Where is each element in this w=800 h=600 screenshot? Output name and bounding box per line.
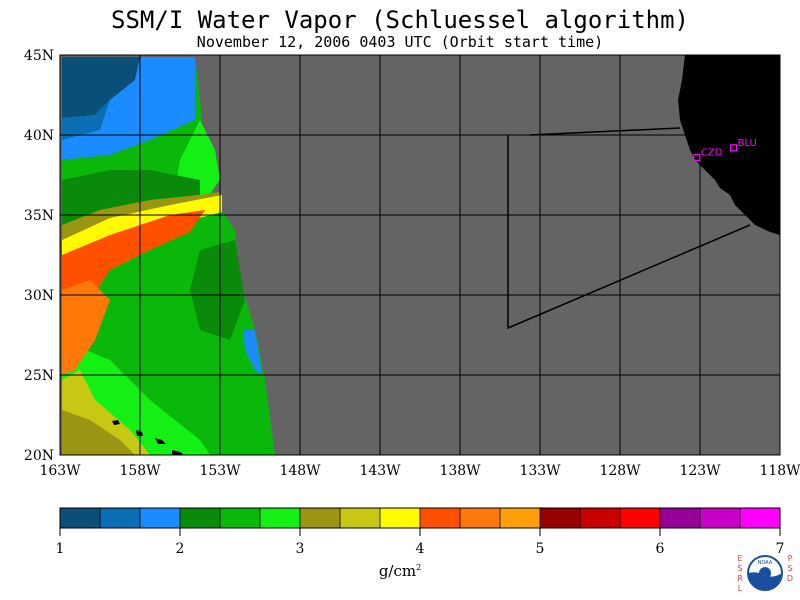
latitude-label: 25N xyxy=(24,368,54,384)
colorbar-swatch xyxy=(540,508,581,528)
swath-band-blue-east xyxy=(243,330,262,375)
noaa-emblem-bird xyxy=(759,567,771,579)
swath-boundary-line xyxy=(507,135,751,330)
station-marker xyxy=(693,153,701,161)
colorbar-swatch xyxy=(620,508,661,528)
noaa-emblem-wave xyxy=(748,572,782,590)
logo-letter: S xyxy=(787,564,792,573)
colorbar-swatch xyxy=(500,508,541,528)
colorbar-swatch xyxy=(100,508,141,528)
swath-band-dark-blue xyxy=(62,57,140,118)
colorbar-tick-label: 5 xyxy=(536,541,545,557)
latitude-label: 45N xyxy=(24,48,54,64)
longitude-label: 138W xyxy=(439,463,481,479)
hawaii-island xyxy=(155,438,166,444)
logo-letter: S xyxy=(737,564,742,573)
swath-band-dark-green xyxy=(62,170,200,225)
swath-boundary-line xyxy=(529,127,681,136)
colorbar-swatch xyxy=(180,508,221,528)
longitude-label: 123W xyxy=(679,463,721,479)
logo-letter: L xyxy=(738,584,743,593)
longitude-label: 118W xyxy=(759,463,800,479)
swath-band-mid-blue xyxy=(62,100,110,140)
colorbar-swatch xyxy=(460,508,501,528)
colorbar-swatch xyxy=(380,508,421,528)
swath-band-orange xyxy=(62,210,205,310)
colorbar-swatch xyxy=(300,508,341,528)
colorbar-ticks: 1 2 3 4 5 6 7 xyxy=(56,528,785,557)
colorbar-swatch xyxy=(700,508,741,528)
colorbar-swatch xyxy=(260,508,301,528)
logo-psd-text: PSD xyxy=(787,554,793,583)
station-label: CZD xyxy=(701,147,723,158)
map-subtitle: November 12, 2006 0403 UTC (Orbit start … xyxy=(196,33,604,51)
colorbar-tick-label: 1 xyxy=(56,541,65,557)
logo-letter: E xyxy=(737,554,742,563)
colorbar xyxy=(59,507,781,529)
colorbar-swatch xyxy=(60,508,101,528)
colorbar-swatch xyxy=(580,508,621,528)
swath-band-green xyxy=(62,57,275,455)
colorbar-tick-label: 4 xyxy=(416,541,425,557)
swath-band-olive-south xyxy=(62,410,135,455)
colorbar-tick-label: 7 xyxy=(776,541,785,557)
hawaii-island xyxy=(172,450,184,455)
colorbar-tick-label: 3 xyxy=(296,541,305,557)
map-grid xyxy=(60,55,780,455)
map-title: SSM/I Water Vapor (Schluessel algorithm) xyxy=(111,6,689,34)
colorbar-swatch xyxy=(220,508,261,528)
hawaii-island xyxy=(112,420,120,425)
swath-band-orange-core xyxy=(62,280,110,375)
latitude-label: 35N xyxy=(24,208,54,224)
map-border xyxy=(59,54,781,456)
logo-letter: R xyxy=(737,574,743,583)
colorbar-swatch xyxy=(660,508,701,528)
swath-band-blue xyxy=(62,57,200,160)
longitude-labels: 163W 158W 153W 148W 143W 138W 133W 128W 123W 118W xyxy=(39,463,800,479)
longitude-label: 148W xyxy=(279,463,321,479)
swath-band-dark-green-2 xyxy=(190,240,245,340)
land-california xyxy=(678,55,780,235)
colorbar-swatch xyxy=(420,508,461,528)
longitude-label: 143W xyxy=(359,463,401,479)
colorbar-tick-label: 2 xyxy=(176,541,185,557)
station-marker xyxy=(729,144,738,152)
longitude-label: 133W xyxy=(519,463,561,479)
longitude-label: 153W xyxy=(199,463,241,479)
latitude-labels: 45N 40N 35N 30N 25N 20N xyxy=(24,48,54,464)
longitude-label: 158W xyxy=(119,463,161,479)
colorbar-swatch xyxy=(340,508,381,528)
latitude-label: 40N xyxy=(24,128,54,144)
longitude-label: 163W xyxy=(39,463,81,479)
colorbar-unit: g/cm2 xyxy=(378,562,422,580)
colorbar-swatch xyxy=(740,508,781,528)
station-markers: CZD BLU xyxy=(693,138,757,161)
map-plot xyxy=(59,54,781,456)
noaa-logo-text: NOAA xyxy=(758,560,773,566)
swath-data xyxy=(62,57,275,455)
longitude-label: 128W xyxy=(599,463,641,479)
latitude-label: 30N xyxy=(24,288,54,304)
colorbar-tick-label: 6 xyxy=(656,541,665,557)
logo-letter: D xyxy=(787,574,793,583)
latitude-label: 20N xyxy=(24,448,54,464)
station-label: BLU xyxy=(738,138,757,149)
colorbar-swatch xyxy=(140,508,181,528)
logo-letter: P xyxy=(788,554,793,563)
